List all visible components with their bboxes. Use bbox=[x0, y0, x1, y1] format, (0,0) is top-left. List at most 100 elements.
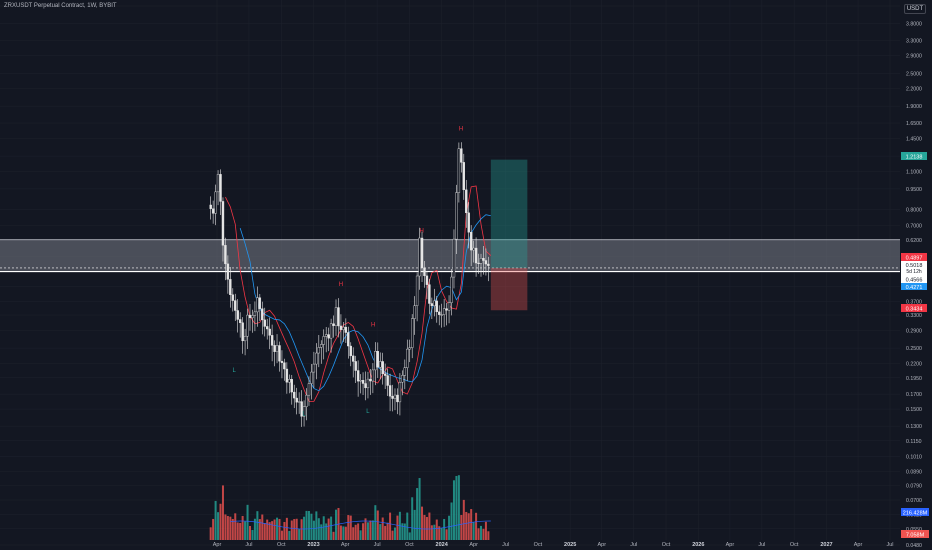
time-tick-label: Jul bbox=[758, 542, 765, 548]
volume-bar bbox=[418, 478, 421, 540]
volume-bar bbox=[251, 529, 254, 540]
candle-body bbox=[231, 294, 234, 301]
candle-body bbox=[379, 361, 382, 368]
long-position-tool[interactable] bbox=[490, 159, 528, 311]
volume-bar bbox=[421, 506, 424, 540]
time-tick-label: Apr bbox=[341, 542, 350, 548]
volume-bar bbox=[448, 515, 451, 540]
volume-bar bbox=[416, 488, 419, 540]
zone-rect bbox=[0, 239, 900, 272]
time-tick-label: Jul bbox=[245, 542, 252, 548]
candle-body bbox=[285, 368, 289, 383]
volume-bar bbox=[443, 518, 446, 540]
volume-bar bbox=[330, 516, 333, 540]
currency-button[interactable]: USDT bbox=[904, 4, 926, 14]
candle-body bbox=[462, 162, 466, 191]
position-stop-zone bbox=[490, 267, 528, 311]
volume-bar bbox=[327, 518, 330, 540]
candle-body bbox=[484, 260, 488, 265]
candle-body bbox=[332, 323, 335, 326]
volume-bar bbox=[273, 519, 276, 540]
volume-bar bbox=[231, 519, 234, 540]
candle-body bbox=[320, 344, 323, 348]
position-target-zone bbox=[490, 159, 528, 268]
volume-bar bbox=[285, 517, 288, 540]
volume-bar bbox=[295, 518, 298, 540]
volume-bar bbox=[452, 480, 455, 540]
volume-ma-line bbox=[230, 520, 491, 530]
volume-bar bbox=[482, 528, 485, 540]
candle-body bbox=[317, 347, 321, 354]
volume-bar bbox=[278, 518, 281, 540]
time-axis[interactable]: Apr Jul Oct 2023 Apr Jul Oct 2024 Apr Jul Oct 2025 A… bbox=[213, 542, 894, 548]
ma-price-label: 0.4271 bbox=[906, 285, 923, 291]
volume-bar bbox=[276, 517, 279, 540]
pivot-label: H bbox=[420, 228, 424, 234]
price-tick-label: 2.5000 bbox=[906, 71, 922, 77]
candle-body bbox=[450, 276, 453, 303]
volume-bar bbox=[425, 516, 428, 540]
candle-body bbox=[216, 174, 220, 193]
time-tick-label: Oct bbox=[790, 542, 799, 548]
candle-body bbox=[337, 307, 340, 327]
price-tick-label: 0.0790 bbox=[906, 484, 922, 490]
candle-body bbox=[430, 303, 434, 307]
volume-bar bbox=[477, 528, 480, 540]
candle-body bbox=[366, 378, 370, 389]
time-tick-label: Apr bbox=[597, 542, 606, 548]
chart-grid bbox=[0, 0, 900, 546]
candle-body bbox=[445, 308, 448, 311]
volume-bar bbox=[428, 512, 431, 540]
price-tick-label: 0.0550 bbox=[906, 527, 922, 533]
candle-body bbox=[415, 275, 419, 306]
volume-bar bbox=[283, 521, 286, 540]
volume-bar bbox=[224, 514, 227, 540]
volume-bar bbox=[354, 524, 357, 540]
volume-bar bbox=[271, 521, 274, 540]
candle-body bbox=[477, 262, 480, 265]
volume-label: 7.058M bbox=[906, 532, 925, 538]
price-tick-label: 3.3000 bbox=[906, 38, 922, 44]
price-tick-label: 0.3300 bbox=[906, 313, 922, 319]
price-tick-label: 0.0890 bbox=[906, 469, 922, 475]
price-tick-label: 0.6200 bbox=[906, 238, 922, 244]
moving-averages bbox=[225, 185, 492, 402]
price-tick-label: 1.4500 bbox=[906, 136, 922, 142]
candle-body bbox=[374, 351, 377, 371]
price-tick-label: 0.0480 bbox=[906, 543, 922, 549]
price-labels: 1.2138 0.4897 0.5018 5d 12h 0.4566 0.427… bbox=[901, 152, 929, 538]
price-tick-label: 0.9500 bbox=[906, 187, 922, 193]
volume-bar bbox=[401, 523, 404, 540]
resistance-zone[interactable] bbox=[0, 239, 900, 273]
candle-body bbox=[482, 258, 485, 261]
candle-body bbox=[469, 232, 473, 251]
time-tick-label: 2024 bbox=[436, 542, 449, 548]
candle-body bbox=[354, 361, 357, 371]
volume-bar bbox=[413, 509, 416, 540]
price-tick-label: 1.6500 bbox=[906, 121, 922, 127]
time-tick-label: Apr bbox=[213, 542, 222, 548]
candle-body bbox=[329, 323, 333, 339]
volume-bar bbox=[315, 511, 318, 540]
volume-bar bbox=[322, 516, 325, 540]
candle-body bbox=[268, 328, 271, 336]
candle-body bbox=[236, 310, 239, 320]
volume-bar bbox=[239, 522, 242, 540]
candle-body bbox=[297, 401, 301, 403]
candle-body bbox=[342, 326, 345, 330]
candle-body bbox=[413, 305, 416, 319]
volume-bar bbox=[280, 530, 283, 540]
candle-body bbox=[433, 300, 436, 307]
price-tick-label: 0.1150 bbox=[906, 439, 922, 445]
candle-body bbox=[221, 201, 225, 246]
time-tick-label: Apr bbox=[469, 542, 478, 548]
volume-bar bbox=[256, 511, 259, 540]
volume-bar bbox=[484, 521, 487, 540]
volume-bar bbox=[288, 530, 291, 540]
volume-bar bbox=[320, 524, 323, 540]
candle-body bbox=[307, 383, 311, 396]
candle-body bbox=[359, 380, 362, 382]
entry-price-tag bbox=[901, 275, 927, 283]
price-tick-label: 0.3700 bbox=[906, 299, 922, 305]
